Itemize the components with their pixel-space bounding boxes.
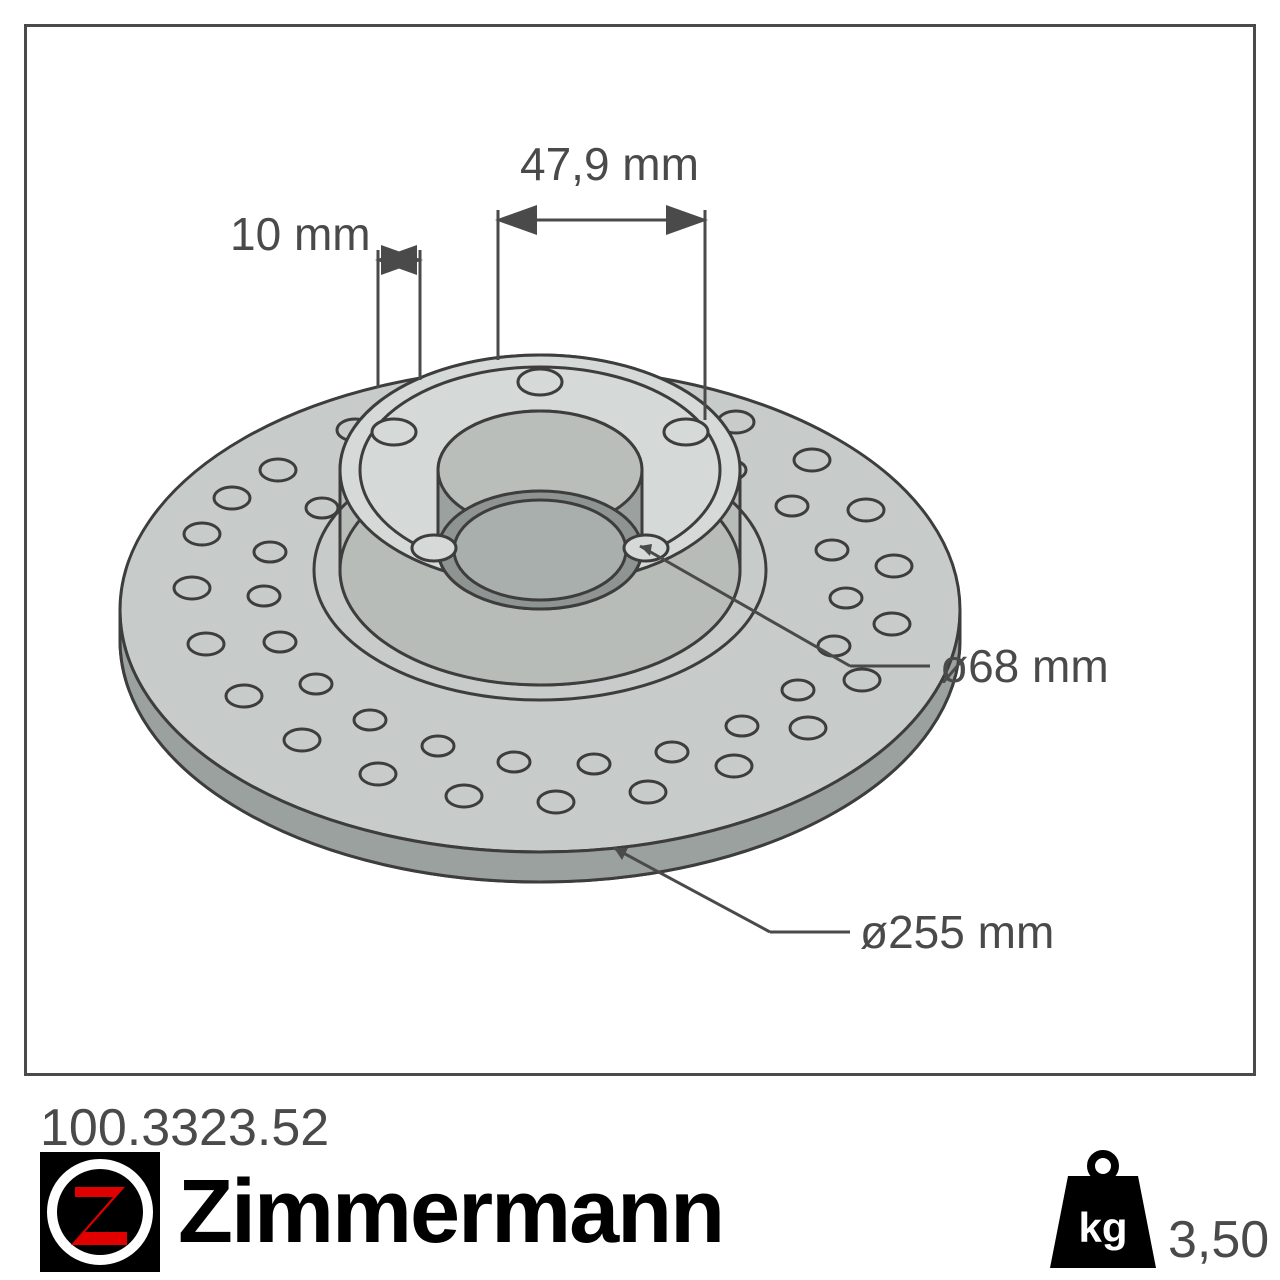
brand-name: Zimmermann <box>178 1161 723 1264</box>
drawing-svg: 10 mm 47,9 mm ø68 mm ø255 mm <box>0 0 1280 1076</box>
part-number: 100.3323.52 <box>40 1098 329 1158</box>
logo-svg <box>45 1157 155 1267</box>
dim-bore-label: ø68 mm <box>940 640 1109 692</box>
weight-unit-label: kg <box>1078 1204 1127 1251</box>
brand-logo-icon <box>40 1152 160 1272</box>
disc-body <box>120 355 960 882</box>
dim-hub-height-label: 47,9 mm <box>520 138 699 190</box>
weight-block: kg 3,50 <box>1048 1150 1269 1270</box>
weight-icon: kg <box>1048 1150 1158 1270</box>
brake-disc-drawing: 10 mm 47,9 mm ø68 mm ø255 mm <box>0 0 1280 1076</box>
page: 10 mm 47,9 mm ø68 mm ø255 mm 100.3323.52… <box>0 0 1280 1280</box>
dim-thickness-label: 10 mm <box>230 208 371 260</box>
weight-value: 3,50 <box>1168 1210 1269 1270</box>
dim-outer-dia-label: ø255 mm <box>860 906 1054 958</box>
brand-footer: Zimmermann <box>40 1152 723 1272</box>
